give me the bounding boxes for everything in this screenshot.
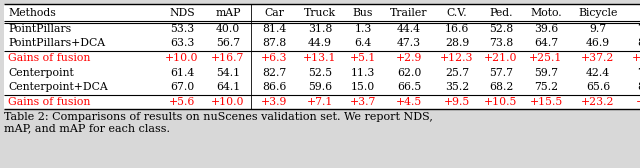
- Text: PointPillars: PointPillars: [8, 24, 71, 33]
- Text: Bus: Bus: [353, 8, 373, 17]
- Text: +6.3: +6.3: [260, 53, 287, 63]
- Text: 52.5: 52.5: [308, 68, 332, 77]
- Text: 86.6: 86.6: [262, 82, 286, 93]
- Text: 62.0: 62.0: [397, 68, 421, 77]
- Text: 28.9: 28.9: [445, 38, 469, 49]
- Text: 42.4: 42.4: [586, 68, 610, 77]
- Text: 44.4: 44.4: [397, 24, 421, 33]
- Text: 59.6: 59.6: [308, 82, 332, 93]
- Text: Car: Car: [264, 8, 284, 17]
- Text: 65.6: 65.6: [586, 82, 610, 93]
- Text: +10.5: +10.5: [484, 97, 518, 107]
- Text: 57.7: 57.7: [489, 68, 513, 77]
- Text: 31.8: 31.8: [308, 24, 332, 33]
- Text: +14.3: +14.3: [632, 53, 640, 63]
- Text: 15.0: 15.0: [351, 82, 375, 93]
- Text: 6.4: 6.4: [355, 38, 372, 49]
- Text: +9.5: +9.5: [444, 97, 470, 107]
- Text: +37.2: +37.2: [581, 53, 614, 63]
- Text: +12.3: +12.3: [440, 53, 474, 63]
- Text: +10.0: +10.0: [211, 97, 244, 107]
- Text: 16.6: 16.6: [445, 24, 469, 33]
- Text: 39.6: 39.6: [534, 24, 558, 33]
- Text: 71.4: 71.4: [637, 24, 640, 33]
- Text: 56.7: 56.7: [216, 38, 240, 49]
- Text: 54.1: 54.1: [216, 68, 240, 77]
- Text: 63.3: 63.3: [170, 38, 194, 49]
- Text: +4.5: +4.5: [396, 97, 422, 107]
- Text: 79.5: 79.5: [637, 68, 640, 77]
- Text: 67.0: 67.0: [170, 82, 194, 93]
- Text: Trailer: Trailer: [390, 8, 428, 17]
- Text: +5.6: +5.6: [169, 97, 195, 107]
- Text: +21.0: +21.0: [484, 53, 518, 63]
- Text: 85.7: 85.7: [637, 38, 640, 49]
- Text: Moto.: Moto.: [530, 8, 562, 17]
- Text: 68.2: 68.2: [489, 82, 513, 93]
- Text: 87.8: 87.8: [262, 38, 286, 49]
- Text: +3.9: +3.9: [261, 97, 287, 107]
- Text: 81.4: 81.4: [262, 24, 286, 33]
- Text: 40.0: 40.0: [216, 24, 240, 33]
- Text: Ped.: Ped.: [489, 8, 513, 17]
- Text: Centerpoint+DCA: Centerpoint+DCA: [8, 82, 108, 93]
- Text: +7.1: +7.1: [307, 97, 333, 107]
- Text: 11.3: 11.3: [351, 68, 375, 77]
- Text: Gains of fusion: Gains of fusion: [8, 97, 90, 107]
- Text: +10.0: +10.0: [165, 53, 199, 63]
- Text: Methods: Methods: [8, 8, 56, 17]
- Text: NDS: NDS: [169, 8, 195, 17]
- Text: +2.9: +2.9: [396, 53, 422, 63]
- Text: 52.8: 52.8: [489, 24, 513, 33]
- Text: +3.7: +3.7: [350, 97, 376, 107]
- Text: +16.7: +16.7: [211, 53, 244, 63]
- Text: 82.7: 82.7: [262, 68, 286, 77]
- Text: +15.5: +15.5: [529, 97, 563, 107]
- Text: 84.7: 84.7: [637, 82, 640, 93]
- Text: 25.7: 25.7: [445, 68, 469, 77]
- Text: 64.7: 64.7: [534, 38, 558, 49]
- Text: 73.8: 73.8: [489, 38, 513, 49]
- Text: 1.3: 1.3: [355, 24, 372, 33]
- Bar: [4, 4, 640, 109]
- Text: +23.2: +23.2: [581, 97, 615, 107]
- Text: mAP: mAP: [215, 8, 241, 17]
- Text: +5.1: +5.1: [350, 53, 376, 63]
- Text: Truck: Truck: [304, 8, 336, 17]
- Text: 64.1: 64.1: [216, 82, 240, 93]
- Text: Centerpoint: Centerpoint: [8, 68, 74, 77]
- Text: C.V.: C.V.: [447, 8, 467, 17]
- Text: +5.2: +5.2: [636, 97, 640, 107]
- Text: 75.2: 75.2: [534, 82, 558, 93]
- Text: PointPillars+DCA: PointPillars+DCA: [8, 38, 105, 49]
- Text: 9.7: 9.7: [589, 24, 607, 33]
- Text: 47.3: 47.3: [397, 38, 421, 49]
- Text: 44.9: 44.9: [308, 38, 332, 49]
- Text: Table 2: Comparisons of results on nuScenes validation set. We report NDS,
mAP, : Table 2: Comparisons of results on nuSce…: [4, 112, 433, 134]
- Text: Gains of fusion: Gains of fusion: [8, 53, 90, 63]
- Text: 59.7: 59.7: [534, 68, 558, 77]
- Text: +25.1: +25.1: [529, 53, 563, 63]
- Text: +13.1: +13.1: [303, 53, 337, 63]
- Text: 66.5: 66.5: [397, 82, 421, 93]
- Text: 46.9: 46.9: [586, 38, 610, 49]
- Text: 53.3: 53.3: [170, 24, 194, 33]
- Text: Bicycle: Bicycle: [579, 8, 618, 17]
- Text: 35.2: 35.2: [445, 82, 469, 93]
- Text: 61.4: 61.4: [170, 68, 194, 77]
